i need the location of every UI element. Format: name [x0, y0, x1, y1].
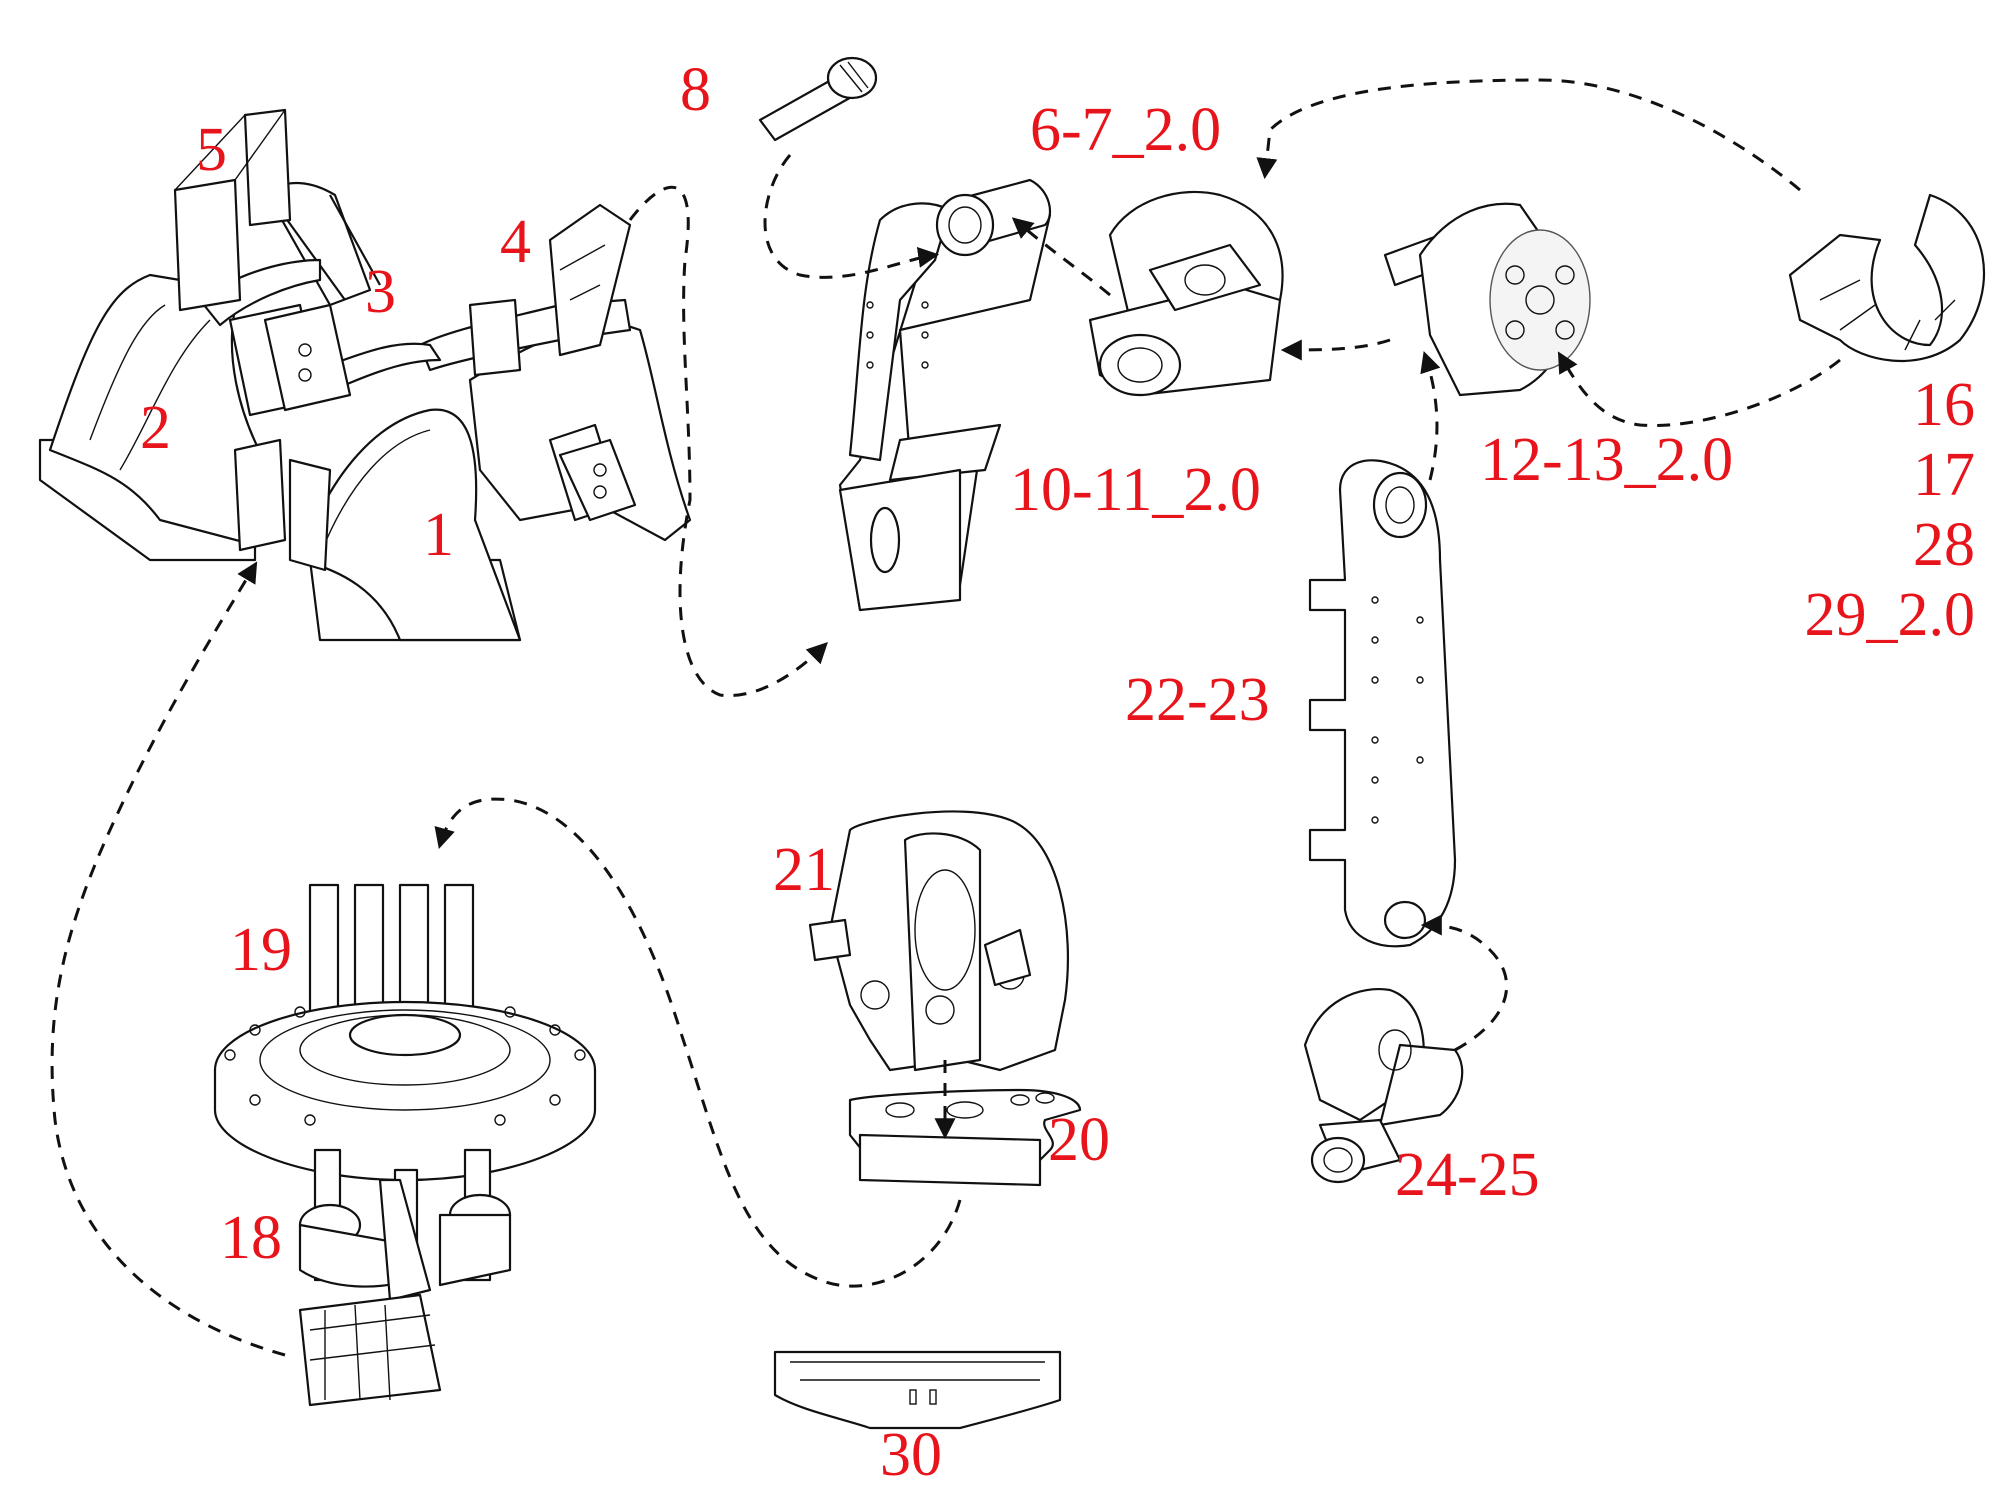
label-part-6-7: 6-7_2.0 [1030, 96, 1221, 164]
label-part-20: 20 [1048, 1106, 1110, 1174]
label-part-2: 2 [140, 394, 171, 462]
flow-arrow-wrist-to-link [1420, 914, 1509, 1052]
spring-clip-part [1788, 193, 1986, 363]
bracket-plate-part [808, 810, 1070, 1072]
label-part-8: 8 [680, 56, 711, 124]
flow-arrow-flange-to-housing [1280, 338, 1391, 361]
label-part-24-25: 24-25 [1395, 1141, 1540, 1209]
tray-part [773, 1350, 1062, 1430]
flange-hub-part [1383, 202, 1591, 397]
label-part-12-13: 12-13_2.0 [1480, 426, 1733, 494]
flow-arrow-pin-to-arm [763, 154, 940, 279]
flow-arrow-frame-to-arm [628, 185, 828, 698]
assembly-flow-arrows [50, 78, 1841, 1357]
label-part-17: 17 [1913, 441, 1975, 509]
label-part-3: 3 [365, 258, 396, 326]
label-part-22-23: 22-23 [1125, 666, 1270, 734]
flow-arrow-housing-to-arm [1011, 217, 1111, 297]
wrist-part [1303, 988, 1464, 1184]
base-frame-part [38, 108, 692, 642]
part-labels: 1 2 3 4 5 8 6-7_2.0 10-11_2.0 12-13_2.0 … [140, 56, 1975, 1489]
label-part-18: 18 [220, 1204, 282, 1272]
label-part-10-11: 10-11_2.0 [1010, 456, 1261, 524]
label-part-29: 29_2.0 [1805, 581, 1976, 649]
mounting-plate-part [848, 1088, 1082, 1187]
flow-arrow-actuator-to-frame [50, 561, 286, 1357]
label-part-30: 30 [880, 1421, 942, 1489]
label-part-16: 16 [1913, 371, 1975, 439]
long-link-part [1308, 459, 1457, 948]
turntable-column-part [213, 883, 597, 1407]
upper-arm-part [838, 178, 1052, 612]
flow-arrow-clip-to-flange [1557, 351, 1841, 428]
joint-housing-part [1088, 190, 1284, 397]
label-part-19: 19 [230, 916, 292, 984]
flow-arrow-clip-to-housing [1256, 78, 1801, 192]
label-part-5: 5 [196, 116, 227, 184]
label-part-21: 21 [773, 836, 835, 904]
flow-arrow-link-to-flange [1420, 351, 1441, 481]
label-part-1: 1 [423, 501, 454, 569]
label-part-4: 4 [500, 208, 531, 276]
label-part-28: 28 [1913, 511, 1975, 579]
pin-part [758, 56, 878, 142]
